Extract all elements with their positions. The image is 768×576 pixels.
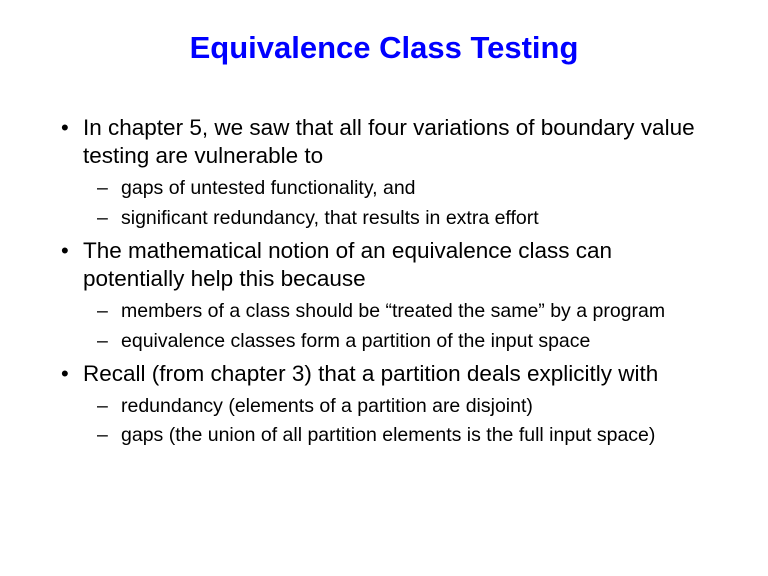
bullet-list: In chapter 5, we saw that all four varia…: [55, 114, 713, 449]
sub-bullet-text: equivalence classes form a partition of …: [121, 330, 590, 352]
sub-bullet-text: gaps of untested functionality, and: [121, 177, 416, 199]
list-item: Recall (from chapter 3) that a partition…: [55, 360, 713, 449]
list-item: In chapter 5, we saw that all four varia…: [55, 114, 713, 231]
sub-list: redundancy (elements of a partition are …: [83, 394, 713, 449]
list-item: equivalence classes form a partition of …: [83, 329, 713, 354]
bullet-text: Recall (from chapter 3) that a partition…: [83, 361, 658, 386]
list-item: members of a class should be “treated th…: [83, 299, 713, 324]
sub-bullet-text: gaps (the union of all partition element…: [121, 424, 655, 446]
sub-list: members of a class should be “treated th…: [83, 299, 713, 354]
bullet-text: In chapter 5, we saw that all four varia…: [83, 115, 695, 168]
bullet-text: The mathematical notion of an equivalenc…: [83, 238, 612, 291]
list-item: redundancy (elements of a partition are …: [83, 394, 713, 419]
slide-title: Equivalence Class Testing: [55, 30, 713, 66]
sub-bullet-text: significant redundancy, that results in …: [121, 207, 539, 229]
list-item: significant redundancy, that results in …: [83, 206, 713, 231]
sub-bullet-text: members of a class should be “treated th…: [121, 300, 665, 322]
sub-list: gaps of untested functionality, and sign…: [83, 176, 713, 231]
list-item: The mathematical notion of an equivalenc…: [55, 237, 713, 354]
list-item: gaps (the union of all partition element…: [83, 423, 713, 448]
list-item: gaps of untested functionality, and: [83, 176, 713, 201]
sub-bullet-text: redundancy (elements of a partition are …: [121, 395, 533, 417]
